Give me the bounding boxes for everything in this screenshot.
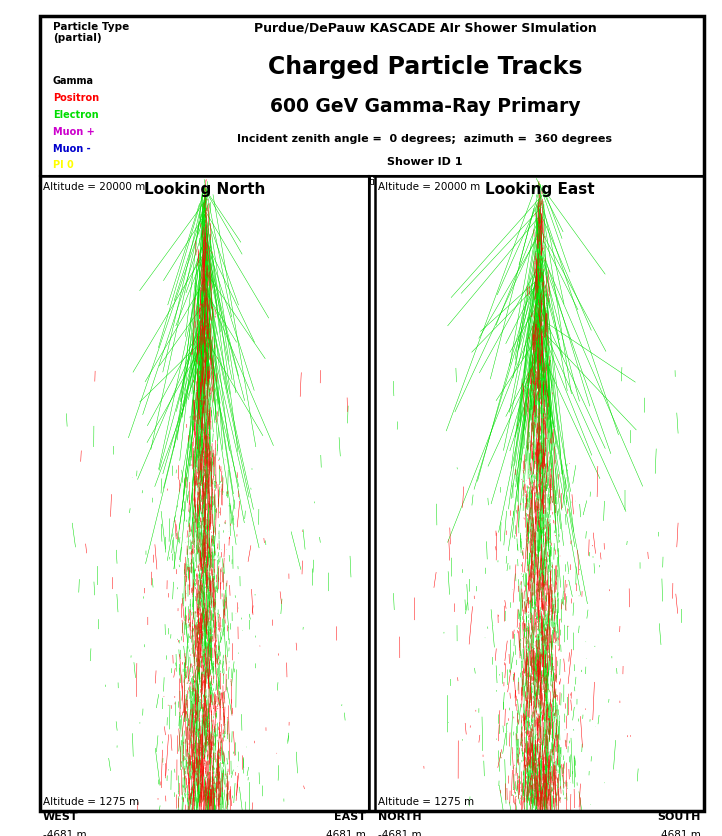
Text: Purdue/DePauw KASCADE AIr Shower SImulation: Purdue/DePauw KASCADE AIr Shower SImulat… bbox=[253, 22, 596, 34]
Text: 4681 m: 4681 m bbox=[661, 828, 700, 836]
Text: EAST: EAST bbox=[334, 811, 365, 821]
Text: Muon -: Muon - bbox=[53, 143, 91, 153]
Text: -4681 m: -4681 m bbox=[378, 828, 422, 836]
Text: 600 GeV Gamma-Ray Primary: 600 GeV Gamma-Ray Primary bbox=[269, 97, 580, 116]
Text: Altitude = 1275 m: Altitude = 1275 m bbox=[43, 797, 139, 807]
Text: Looking East: Looking East bbox=[484, 181, 594, 196]
Text: Charged Particle Tracks: Charged Particle Tracks bbox=[268, 55, 582, 79]
Text: WEST: WEST bbox=[43, 811, 79, 821]
Text: -4681 m: -4681 m bbox=[43, 828, 87, 836]
Text: PI 0: PI 0 bbox=[53, 161, 74, 171]
Text: 4681 m: 4681 m bbox=[326, 828, 365, 836]
Text: tinyurl.com/KASCADE: tinyurl.com/KASCADE bbox=[369, 177, 481, 187]
Text: Altitude = 20000 m: Altitude = 20000 m bbox=[378, 181, 480, 191]
Text: Altitude = 1275 m: Altitude = 1275 m bbox=[378, 797, 474, 807]
Text: PI +: PI + bbox=[53, 177, 75, 187]
Text: Shower ID 1: Shower ID 1 bbox=[387, 156, 463, 166]
Text: Proton: Proton bbox=[53, 211, 90, 221]
Text: Particle Type
(partial): Particle Type (partial) bbox=[53, 22, 129, 43]
Text: Incident zenith angle =  0 degrees;  azimuth =  360 degrees: Incident zenith angle = 0 degrees; azimu… bbox=[238, 134, 612, 144]
Text: Gamma: Gamma bbox=[53, 76, 94, 86]
Text: NORTH: NORTH bbox=[378, 811, 422, 821]
Text: Altitude = 20000 m: Altitude = 20000 m bbox=[43, 181, 145, 191]
Text: Muon +: Muon + bbox=[53, 126, 95, 136]
Text: Electron: Electron bbox=[53, 110, 99, 120]
Text: Positron: Positron bbox=[53, 93, 99, 103]
Text: Looking North: Looking North bbox=[144, 181, 265, 196]
Text: PI -: PI - bbox=[53, 194, 71, 204]
Text: SOUTH: SOUTH bbox=[657, 811, 700, 821]
